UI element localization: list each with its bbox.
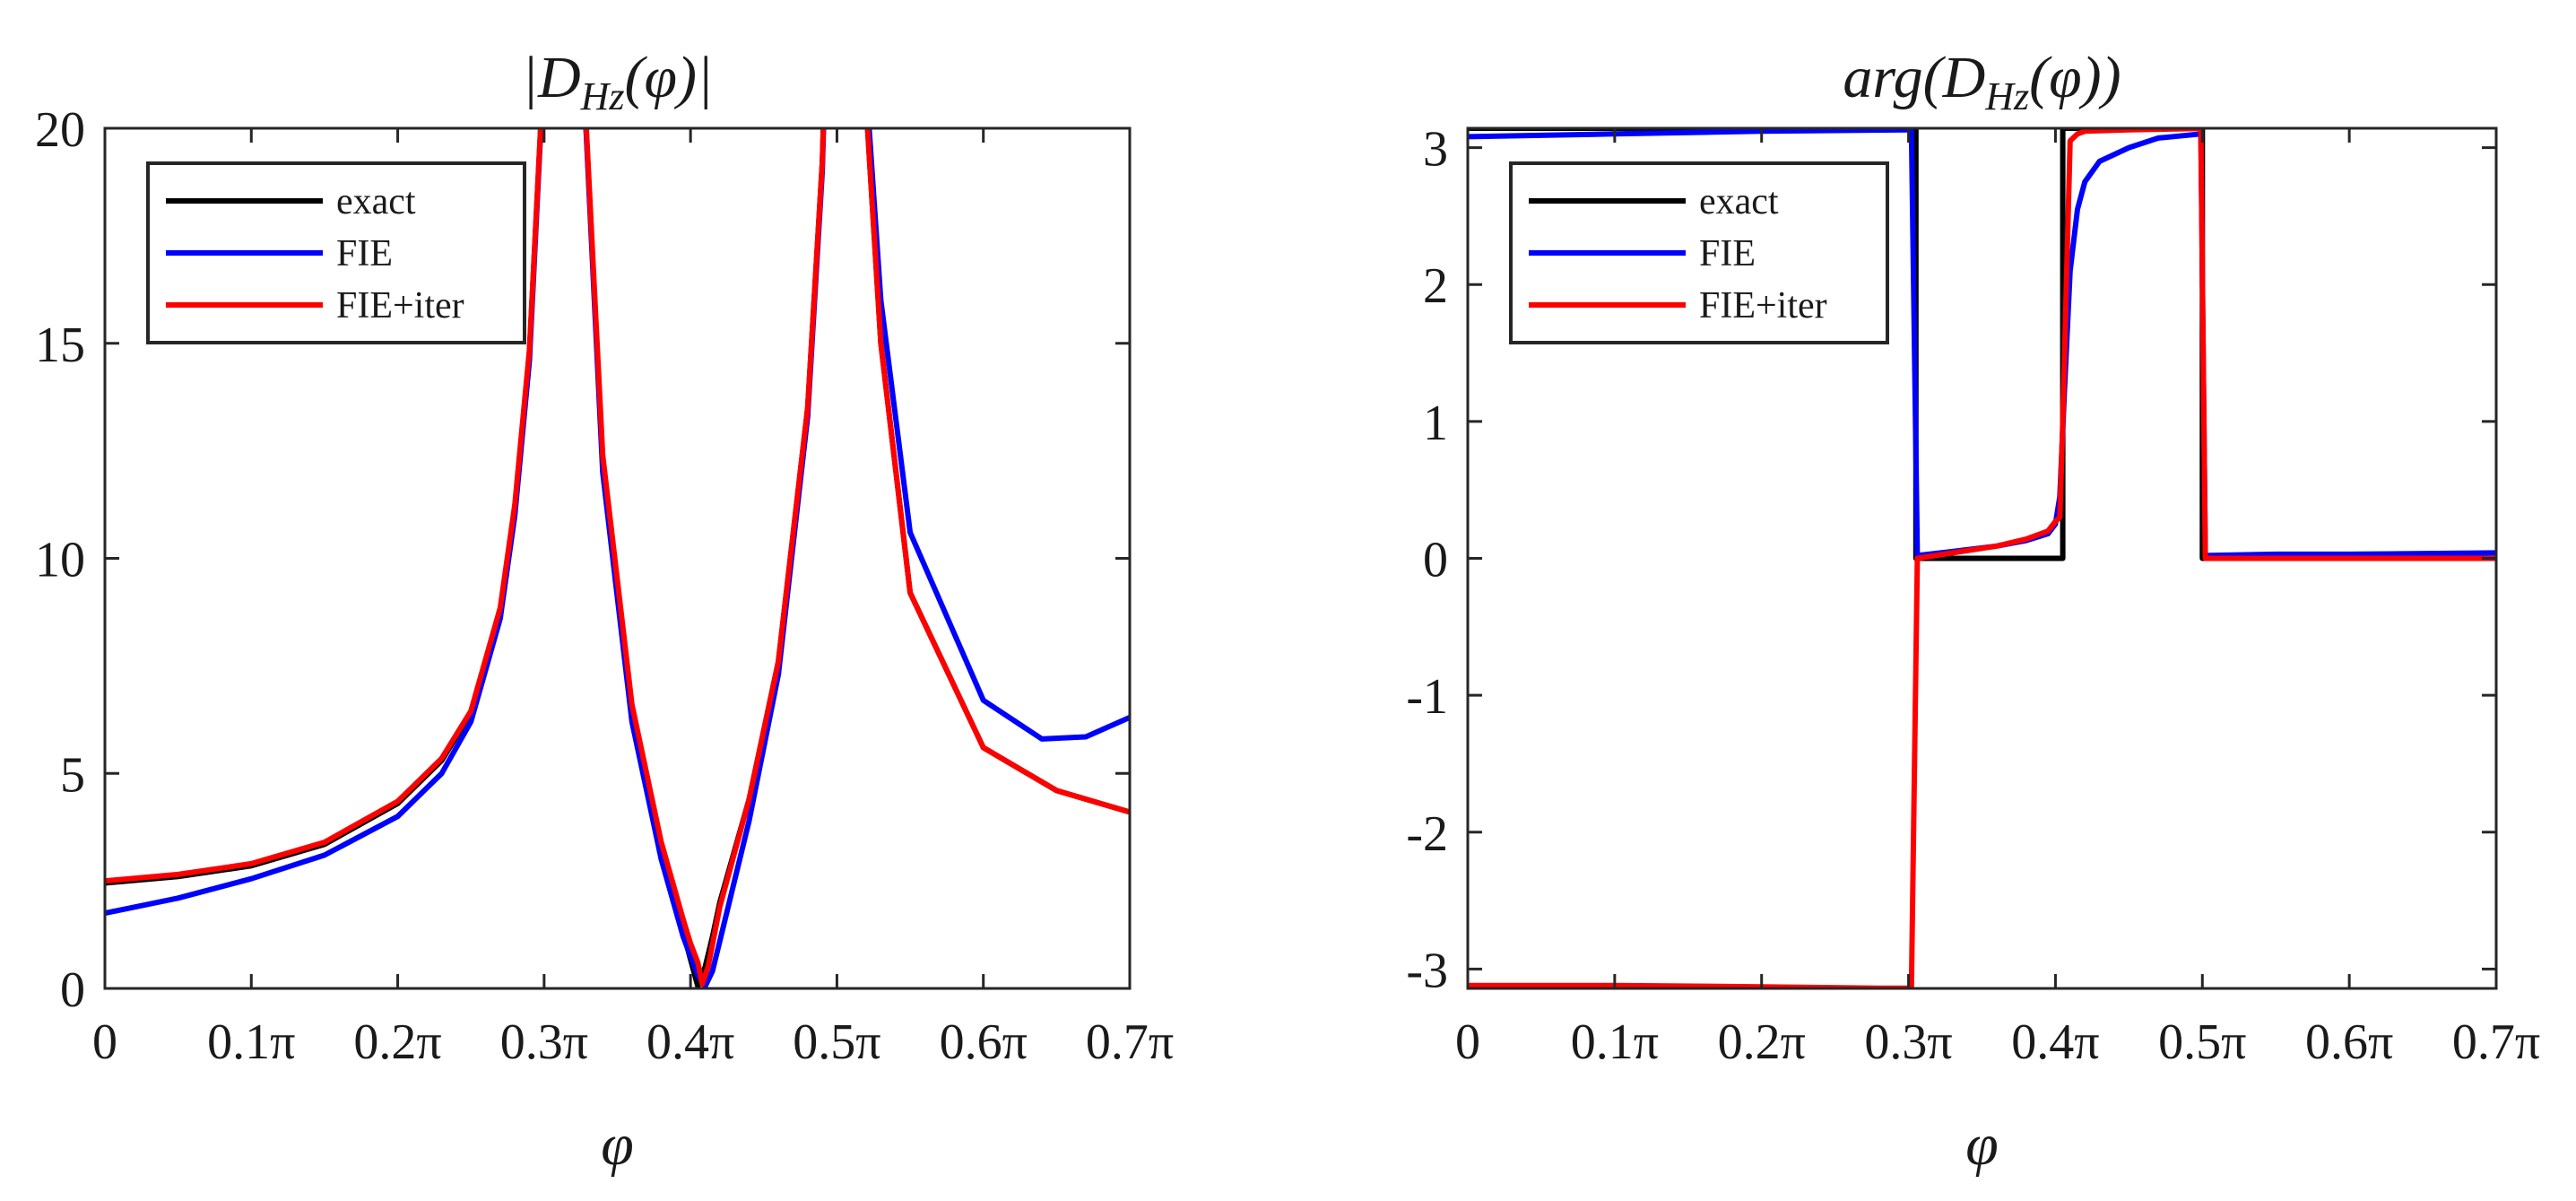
title-part: |D: [522, 45, 581, 110]
y-tick-label: 0: [1423, 533, 1448, 588]
y-tick-label: 1: [1423, 396, 1448, 451]
x-axis-label: φ: [601, 1112, 634, 1178]
x-tick-label: 0.7π: [1086, 1014, 1174, 1070]
y-tick-label: 3: [1423, 122, 1448, 178]
axes-box: [103, 126, 1132, 990]
legend-label: FIE: [1699, 233, 1756, 274]
y-tick-label: 20: [35, 102, 85, 158]
x-tick-label: 0.5π: [793, 1014, 880, 1070]
y-tick-label: -1: [1406, 669, 1448, 725]
legend: exact FIE FIE+iter: [1509, 161, 1889, 344]
y-tick-label: -3: [1406, 943, 1448, 998]
x-tick-label: 0.5π: [2158, 1014, 2246, 1070]
legend-label: FIE+iter: [336, 285, 464, 326]
y-ticks: 0 5 10 15 20: [35, 102, 1130, 1018]
title-part: (φ)|: [625, 45, 714, 110]
chart-title: |DHz(φ)|: [522, 45, 713, 118]
title-subscript: Hz: [580, 74, 625, 118]
axes-box: [1466, 126, 2498, 990]
legend-label: FIE: [336, 233, 393, 274]
y-tick-label: 15: [35, 318, 85, 373]
phase-chart: 0 0.1π 0.2π 0.3π 0.4π 0.5π 0.6π 0.7π -3 -2 -1 0 1 2 3…: [1406, 45, 2540, 1178]
x-tick-label: 0.4π: [2011, 1014, 2099, 1070]
y-tick-label: 0: [60, 962, 85, 1018]
legend-label: exact: [1699, 181, 1779, 222]
title-part: (φ)): [2029, 45, 2121, 110]
legend: exact FIE FIE+iter: [146, 161, 526, 344]
x-tick-label: 0.6π: [940, 1014, 1028, 1070]
x-tick-label: 0.7π: [2452, 1014, 2540, 1070]
x-tick-label: 0.3π: [1864, 1014, 1952, 1070]
title-subscript: Hz: [1984, 74, 2029, 118]
magnitude-chart: 0 0.1π 0.2π 0.3π 0.4π 0.5π 0.6π 0.7π 0 5 10 15 20 |…: [35, 45, 1174, 1178]
x-tick-label: 0: [1455, 1014, 1480, 1070]
chart-title: arg(DHz(φ)): [1843, 45, 2121, 118]
x-tick-label: 0.1π: [207, 1014, 295, 1070]
x-tick-label: 0.3π: [500, 1014, 588, 1070]
y-tick-label: 10: [35, 533, 85, 588]
y-tick-label: 5: [60, 747, 85, 803]
x-tick-label: 0.4π: [646, 1014, 734, 1070]
legend-label: FIE+iter: [1699, 285, 1827, 326]
series-line-fie-iter: [105, 128, 1130, 988]
y-tick-label: 2: [1423, 258, 1448, 314]
x-tick-label: 0.2π: [353, 1014, 441, 1070]
x-ticks: 0 0.1π 0.2π 0.3π 0.4π 0.5π 0.6π 0.7π: [92, 128, 1174, 1070]
title-part: arg(D: [1843, 45, 1985, 110]
x-ticks: 0 0.1π 0.2π 0.3π 0.4π 0.5π 0.6π 0.7π: [1455, 128, 2540, 1070]
x-axis-label: φ: [1965, 1112, 1999, 1178]
y-ticks: -3 -2 -1 0 1 2 3: [1406, 122, 2496, 998]
x-tick-label: 0.2π: [1718, 1014, 1806, 1070]
x-tick-label: 0.1π: [1571, 1014, 1659, 1070]
legend-label: exact: [336, 181, 416, 222]
series-lines: [105, 128, 1130, 988]
x-tick-label: 0.6π: [2305, 1014, 2393, 1070]
y-tick-label: -2: [1406, 806, 1448, 862]
x-tick-label: 0: [92, 1014, 117, 1070]
